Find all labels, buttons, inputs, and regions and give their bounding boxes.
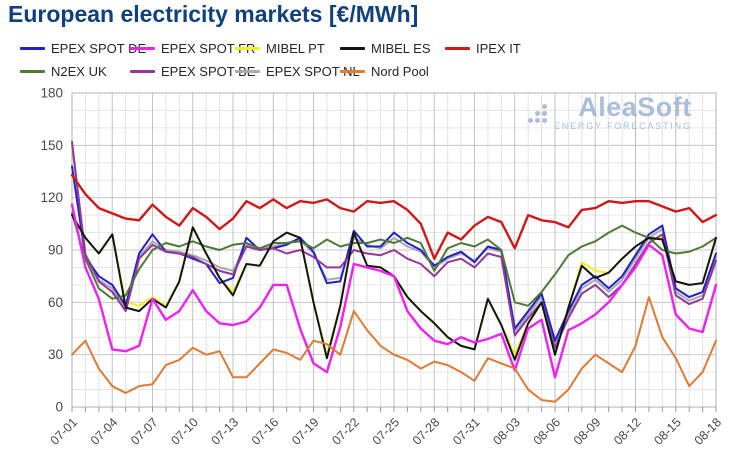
legend-label: EPEX SPOT BE: [161, 63, 256, 79]
x-tick-label: 07-22: [329, 415, 362, 448]
legend-item-epex-spot-nl: EPEX SPOT NL: [235, 63, 360, 79]
legend-swatch: [20, 46, 45, 50]
page-title: European electricity markets [€/MWh]: [8, 1, 419, 27]
legend-item-n2ex-uk: N2EX UK: [20, 63, 107, 79]
legend-label: MIBEL PT: [266, 40, 325, 56]
x-tick-label: 07-07: [128, 415, 161, 448]
legend-swatch: [340, 46, 365, 50]
legend-swatch: [130, 69, 155, 73]
legend-swatch: [235, 69, 260, 73]
y-tick-label: 0: [55, 400, 63, 415]
legend-label: EPEX SPOT FR: [161, 40, 256, 56]
y-tick-label: 90: [48, 243, 63, 258]
x-tick-label: 07-01: [48, 415, 81, 448]
x-tick-label: 08-09: [571, 415, 604, 448]
x-tick-label: 07-13: [209, 415, 242, 448]
legend-label: EPEX SPOT NL: [266, 63, 360, 79]
legend-label: N2EX UK: [51, 63, 107, 79]
legend-swatch: [130, 46, 155, 50]
y-tick-label: 180: [40, 86, 63, 101]
legend-item-ipex-it: IPEX IT: [445, 40, 521, 56]
x-tick-label: 07-25: [370, 415, 403, 448]
y-tick-label: 120: [40, 190, 63, 205]
legend-item-nord-pool: Nord Pool: [340, 63, 429, 79]
legend-item-epex-spot-fr: EPEX SPOT FR: [130, 40, 255, 56]
series-line-epex-spot-fr: [70, 203, 718, 379]
x-tick-label: 08-18: [692, 415, 725, 448]
x-tick-label: 07-19: [289, 415, 322, 448]
x-tick-label: 08-03: [490, 415, 523, 448]
legend-swatch: [340, 69, 365, 73]
legend-item-mibel-es: MIBEL ES: [340, 40, 430, 56]
x-tick-label: 07-31: [450, 415, 483, 448]
legend-label: IPEX IT: [476, 40, 521, 56]
y-tick-label: 150: [40, 138, 63, 153]
legend-label: MIBEL ES: [371, 40, 431, 56]
x-tick-label: 07-16: [249, 415, 282, 448]
x-tick-label: 08-12: [611, 415, 644, 448]
legend-item-epex-spot-be: EPEX SPOT BE: [130, 63, 255, 79]
x-tick-label: 08-06: [531, 415, 564, 448]
legend-item-mibel-pt: MIBEL PT: [235, 40, 325, 56]
y-tick-label: 30: [48, 347, 63, 362]
series-line-nord-pool: [71, 296, 717, 403]
x-tick-label: 07-04: [88, 415, 121, 448]
series-line-epex-spot-nl: [71, 144, 717, 346]
legend-item-epex-spot-de: EPEX SPOT DE: [20, 40, 146, 56]
legend-label: Nord Pool: [371, 63, 429, 79]
legend-label: EPEX SPOT DE: [51, 40, 147, 56]
x-tick-label: 07-10: [168, 415, 201, 448]
series-line-ipex-it: [70, 173, 718, 260]
legend-swatch: [20, 69, 45, 73]
x-tick-label: 07-28: [410, 415, 443, 448]
series-line-n2ex-uk: [71, 212, 717, 307]
legend-swatch: [235, 46, 260, 50]
series-line-epex-spot-be: [71, 140, 717, 349]
legend-swatch: [445, 46, 470, 50]
y-tick-label: 60: [48, 295, 63, 310]
x-tick-label: 08-15: [651, 415, 684, 448]
